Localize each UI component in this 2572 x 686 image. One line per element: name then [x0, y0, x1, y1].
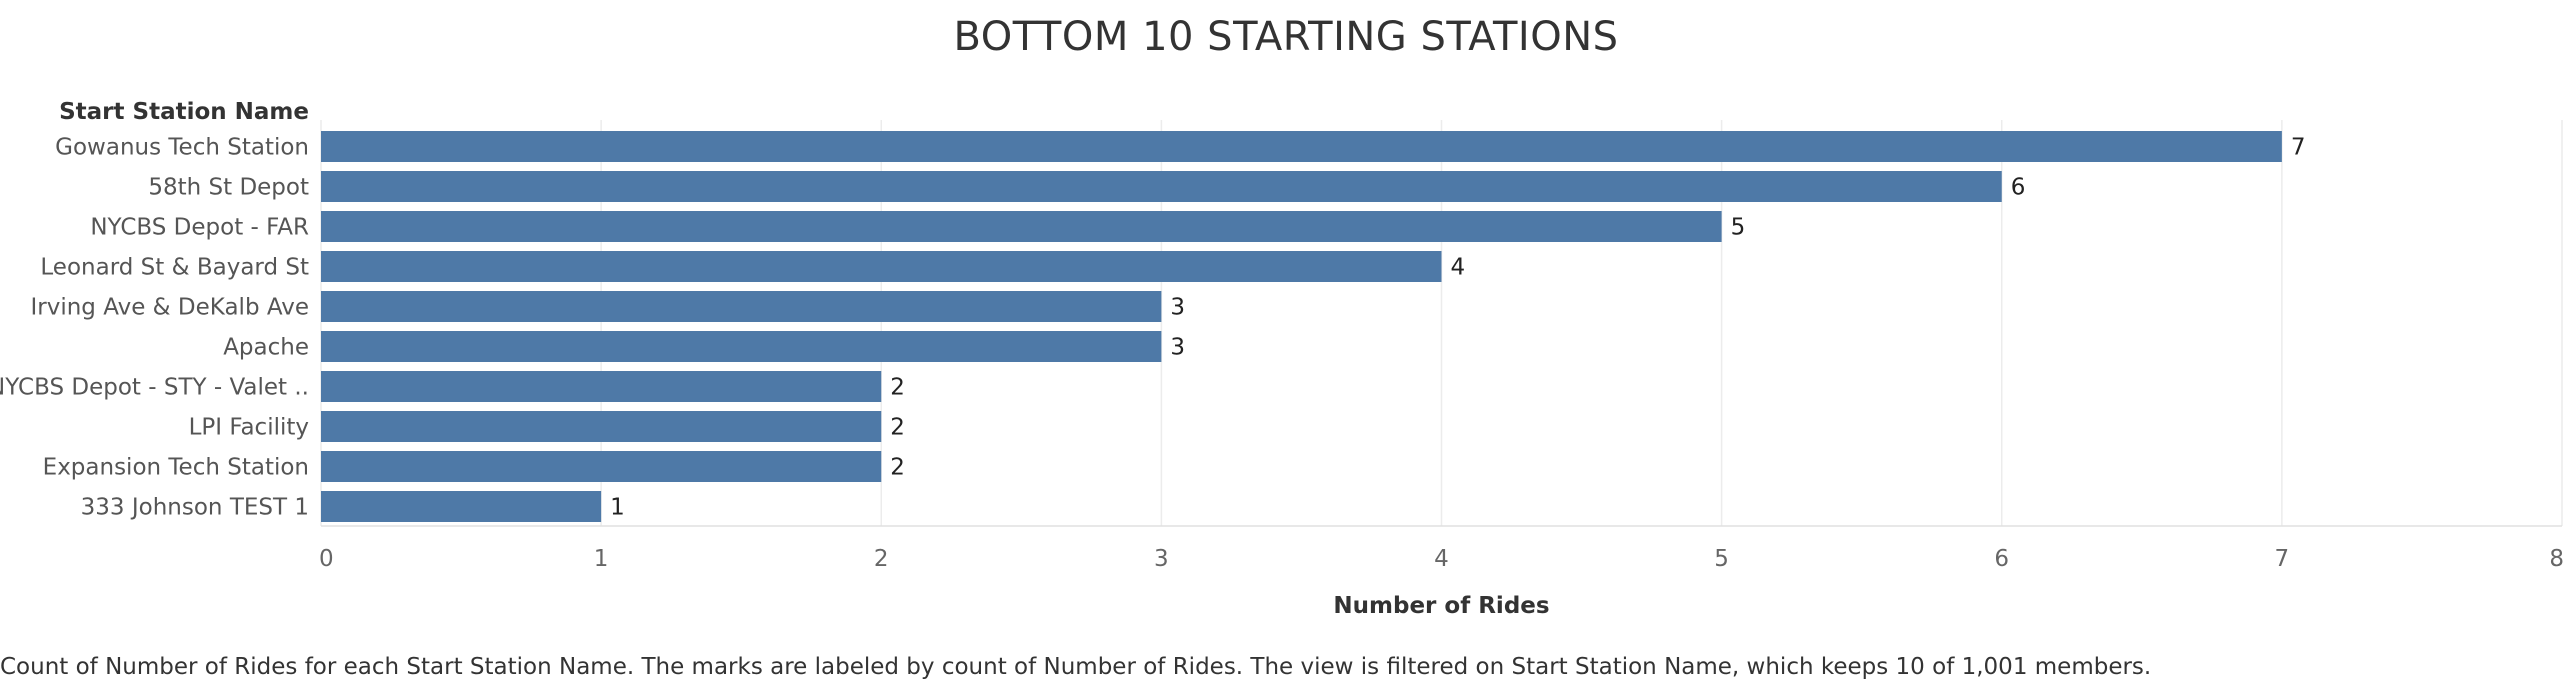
category-label: 58th St Depot: [148, 175, 309, 201]
data-label: 4: [1451, 255, 1466, 281]
bar: [321, 491, 602, 522]
data-label: 7: [2291, 135, 2306, 161]
x-axis-title: Number of Rides: [1333, 593, 1549, 619]
data-label: 2: [890, 375, 905, 401]
bar: [321, 171, 2002, 202]
bar: [321, 291, 1162, 322]
bar: [321, 211, 1722, 242]
bar: [321, 131, 2282, 162]
category-label: Gowanus Tech Station: [55, 135, 309, 161]
x-tick-label: 4: [1434, 546, 1449, 572]
bars: [321, 131, 2282, 522]
category-label: 333 Johnson TEST 1: [81, 495, 309, 521]
bar: [321, 451, 882, 482]
x-tick-label: 7: [2275, 546, 2290, 572]
x-tick-label: 3: [1154, 546, 1169, 572]
data-label: 6: [2011, 175, 2026, 201]
category-label: NYCBS Depot - FAR: [90, 215, 309, 241]
x-tick-label: 8: [2549, 546, 2564, 572]
data-label: 5: [1731, 215, 1746, 241]
bar: [321, 411, 882, 442]
data-label: 2: [890, 415, 905, 441]
chart-title: BOTTOM 10 STARTING STATIONS: [953, 14, 1619, 60]
data-labels: 7 6 5 4 3 3 2 2 2 1: [610, 135, 2305, 521]
category-header: Start Station Name: [59, 99, 309, 125]
category-label: Irving Ave & DeKalb Ave: [30, 295, 309, 321]
bar: [321, 371, 882, 402]
data-label: 3: [1170, 295, 1185, 321]
x-tick-label: 6: [1994, 546, 2009, 572]
category-label: Leonard St & Bayard St: [40, 255, 309, 281]
bar: [321, 251, 1442, 282]
category-label: Expansion Tech Station: [43, 455, 309, 481]
x-tick-label: 1: [594, 546, 609, 572]
data-label: 3: [1170, 335, 1185, 361]
chart-caption: Count of Number of Rides for each Start …: [0, 654, 2152, 680]
category-label: LPI Facility: [189, 415, 309, 441]
bar: [321, 331, 1162, 362]
data-label: 1: [610, 495, 625, 521]
x-tick-label: 2: [874, 546, 889, 572]
category-labels: Start Station Name Gowanus Tech Station 58…: [0, 99, 309, 521]
data-label: 2: [890, 455, 905, 481]
category-label: Apache: [223, 335, 309, 361]
x-tick-label: 5: [1714, 546, 1729, 572]
x-tick-label: 0: [319, 546, 334, 572]
category-label: NYCBS Depot - STY - Valet ..: [0, 375, 309, 401]
x-axis: 0 1 2 3 4 5 6 7 8 Number of Rides: [319, 546, 2564, 619]
